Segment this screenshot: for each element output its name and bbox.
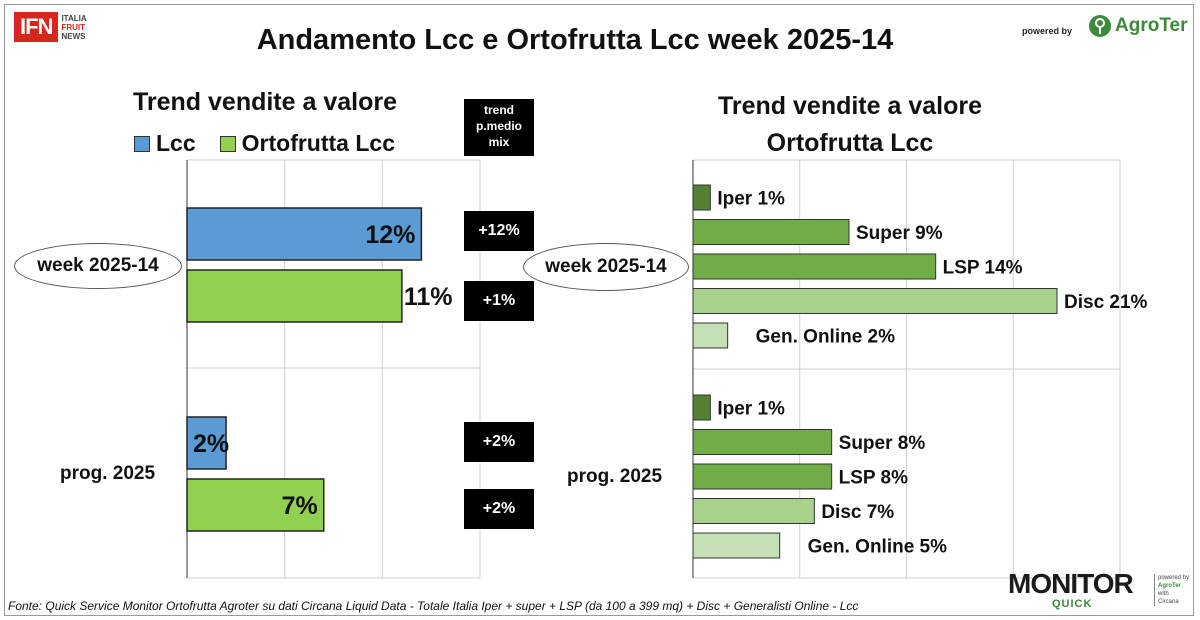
right-bar — [692, 184, 711, 211]
quick-word: QUICK — [1052, 598, 1093, 610]
right-chart-title-line1: Trend vendite a valore — [718, 92, 982, 120]
right-bar-label: LSP 8% — [839, 468, 908, 489]
left-bar — [186, 478, 325, 532]
right-chart-title-line2: Ortofrutta Lcc — [766, 129, 934, 157]
right-bar-label: Iper 1% — [717, 399, 785, 420]
left-bar-label: 11% — [404, 283, 453, 311]
right-bar-label: Super 9% — [856, 223, 943, 244]
agroter-logo[interactable]: AgroTer — [1088, 14, 1187, 38]
right-bar — [692, 288, 1058, 314]
legend-label-lcc: Lcc — [156, 130, 196, 156]
trend-box-week-ortofrutta: +1% — [464, 281, 534, 321]
ifn-logo-mark: IFN — [14, 12, 59, 42]
ifn-logo-side: ITALIA FRUIT NEWS — [61, 14, 86, 41]
legend-swatch-ortofrutta — [219, 135, 236, 152]
ifn-logo[interactable]: IFN ITALIA FRUIT NEWS — [14, 12, 87, 42]
right-bar-label: Gen. Online 5% — [808, 537, 947, 558]
right-bar — [692, 394, 711, 421]
right-bar — [692, 253, 937, 280]
left-bar — [186, 269, 403, 323]
monitor-quick-logo: MONITOR QUICK — [1008, 568, 1134, 611]
trend-box-prog-ortofrutta: +2% — [464, 489, 534, 529]
category-week-left: week 2025-14 — [14, 243, 182, 289]
left-chart-title: Trend vendite a valore — [133, 88, 397, 116]
trend-header-line2: p.medio — [475, 119, 522, 133]
monitor-side-1: powered by — [1158, 575, 1190, 581]
right-bar-label: Gen. Online 2% — [756, 327, 895, 348]
right-bar-label: LSP 14% — [943, 258, 1023, 279]
right-bar — [692, 463, 833, 490]
frame — [4, 4, 1194, 616]
left-bar-label: 7% — [282, 492, 318, 520]
legend-label-ortofrutta: Ortofrutta Lcc — [241, 130, 395, 156]
powered-by-label: powered by — [1022, 26, 1073, 36]
monitor-word: MONITOR — [1008, 568, 1134, 599]
trend-header-line3: mix — [488, 135, 510, 149]
page-title: Andamento Lcc e Ortofrutta Lcc week 2025… — [256, 24, 894, 56]
monitor-side-2: AgroTer — [1158, 583, 1181, 589]
trend-header-line1: trend — [484, 103, 514, 117]
left-bar-label: 12% — [365, 221, 415, 249]
monitor-side: powered by AgroTer with Circana — [1154, 574, 1189, 606]
legend-swatch-lcc — [134, 135, 150, 152]
right-bar — [692, 498, 815, 524]
right-bar-label: Super 8% — [839, 433, 926, 454]
category-prog-right: prog. 2025 — [567, 466, 663, 487]
trend-header: trend p.medio mix — [464, 99, 534, 156]
right-bar — [692, 429, 833, 455]
source-note: Fonte: Quick Service Monitor Ortofrutta … — [8, 599, 859, 613]
ifn-side-2: FRUIT — [61, 22, 86, 32]
left-bar-label: 2% — [193, 430, 229, 458]
category-week-right: week 2025-14 — [523, 243, 689, 291]
agroter-text: AgroTer — [1115, 15, 1188, 36]
category-prog-left: prog. 2025 — [60, 463, 156, 484]
trend-box-prog-lcc: +2% — [464, 422, 534, 462]
trend-box-week-lcc: +12% — [464, 211, 534, 251]
legend: Lcc Ortofrutta Lcc — [134, 130, 395, 157]
left-bar — [186, 416, 227, 470]
left-bar — [186, 207, 423, 261]
right-chart-title: Trend vendite a valore Ortofrutta Lcc — [660, 88, 1040, 162]
monitor-side-4: Circana — [1158, 599, 1179, 605]
right-bar — [692, 322, 729, 349]
right-bar — [692, 219, 850, 245]
tree-icon — [1089, 15, 1111, 37]
right-bar-label: Disc 21% — [1064, 292, 1148, 313]
ifn-side-3: NEWS — [61, 31, 86, 41]
right-bar — [692, 532, 781, 559]
right-bar-label: Iper 1% — [717, 189, 785, 210]
right-bar-label: Disc 7% — [821, 502, 894, 523]
ifn-side-1: ITALIA — [61, 13, 87, 23]
monitor-side-3: with — [1158, 591, 1169, 597]
